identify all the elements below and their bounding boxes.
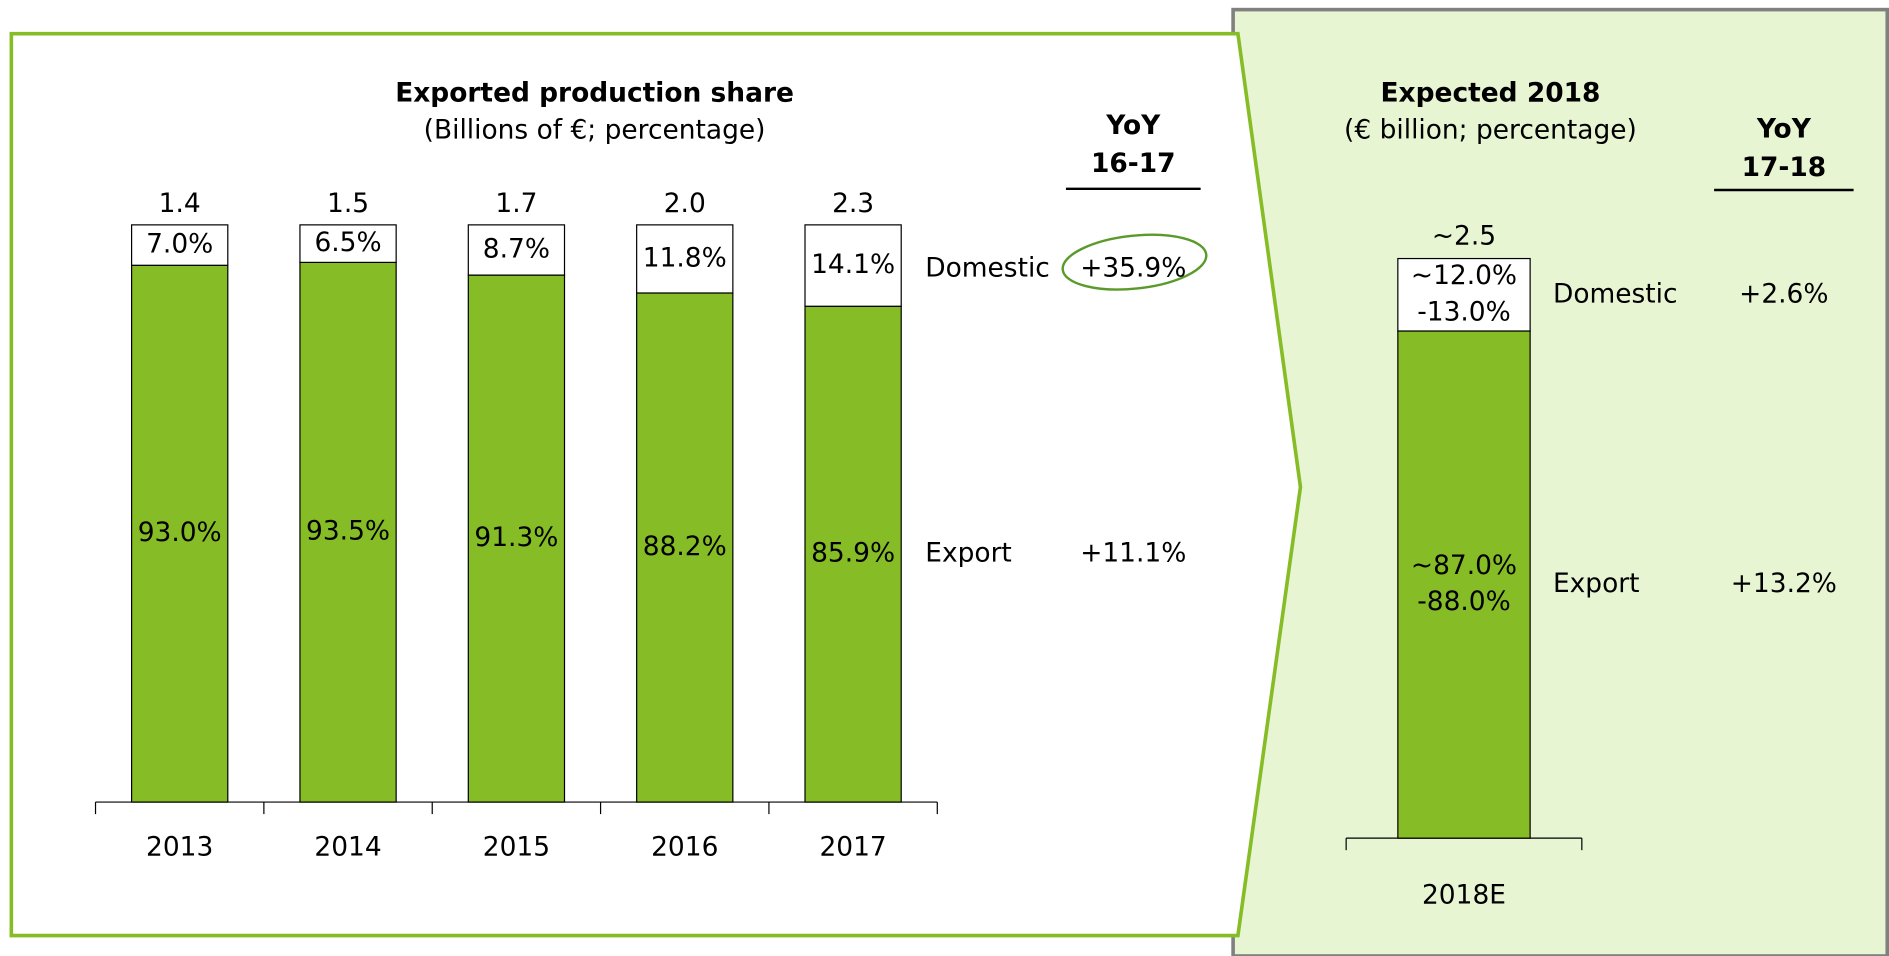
x-tick-label: 2016 [651, 831, 718, 862]
chart-subtitle: (€ billion; percentage) [1344, 115, 1637, 146]
yoy-header: 16-17 [1091, 148, 1176, 179]
value-label: 88.2% [643, 531, 727, 562]
bar-segment [299, 261, 397, 803]
x-tick-label: 2017 [819, 831, 886, 862]
value-label: 6.5% [314, 227, 381, 258]
value-label: 8.7% [483, 233, 550, 264]
legend-label: Export [925, 538, 1012, 569]
value-label: 7.0% [146, 229, 213, 260]
yoy-header: YoY [1756, 113, 1812, 144]
value-label: 93.0% [138, 517, 222, 548]
chart-subtitle: (Billions of €; percentage) [424, 115, 766, 146]
yoy-label: +35.9% [1080, 253, 1186, 284]
value-label: ~87.0% [1411, 550, 1517, 581]
total-label: ~2.5 [1432, 220, 1496, 251]
value-label: 14.1% [811, 249, 895, 280]
bar-segment [1397, 330, 1531, 839]
value-label: 93.5% [306, 516, 390, 547]
bar-segment [636, 224, 734, 294]
value-label: 11.8% [643, 242, 727, 273]
forecast-panel [1231, 7, 1889, 956]
x-tick-label: 2018E [1422, 879, 1506, 910]
bar-segment [467, 274, 566, 803]
x-tick-label: 2014 [314, 831, 381, 862]
value-label: -13.0% [1417, 296, 1511, 327]
total-label: 2.3 [832, 188, 874, 219]
total-label: 1.5 [327, 188, 369, 219]
legend-label: Domestic [925, 253, 1050, 284]
yoy-header: YoY [1105, 110, 1161, 141]
total-label: 1.7 [495, 188, 537, 219]
yoy-label: +13.2% [1731, 568, 1837, 599]
chart-title: Expected 2018 [1380, 77, 1600, 108]
value-label: -88.0% [1417, 586, 1511, 617]
bar-segment [467, 224, 566, 276]
bar-segment [1397, 257, 1531, 332]
value-label: 85.9% [811, 538, 895, 569]
yoy-label: +11.1% [1080, 538, 1186, 569]
x-tick-label: 2013 [146, 831, 213, 862]
chart-title: Exported production share [395, 77, 794, 108]
total-label: 1.4 [159, 188, 201, 219]
value-label: ~12.0% [1411, 260, 1517, 291]
yoy-header: 17-18 [1742, 152, 1827, 183]
highlight-circle [1061, 233, 1208, 291]
legend-label: Export [1553, 568, 1640, 599]
x-tick-label: 2015 [483, 831, 550, 862]
bar-segment [130, 264, 229, 803]
bar-segment [299, 224, 397, 263]
bar-segment [130, 224, 229, 266]
yoy-label: +2.6% [1739, 278, 1828, 309]
legend-label: Domestic [1553, 278, 1678, 309]
bar-segment [804, 224, 902, 307]
bar-segment [636, 292, 734, 803]
bar-segment [804, 305, 902, 803]
value-label: 91.3% [474, 522, 558, 553]
total-label: 2.0 [664, 188, 706, 219]
